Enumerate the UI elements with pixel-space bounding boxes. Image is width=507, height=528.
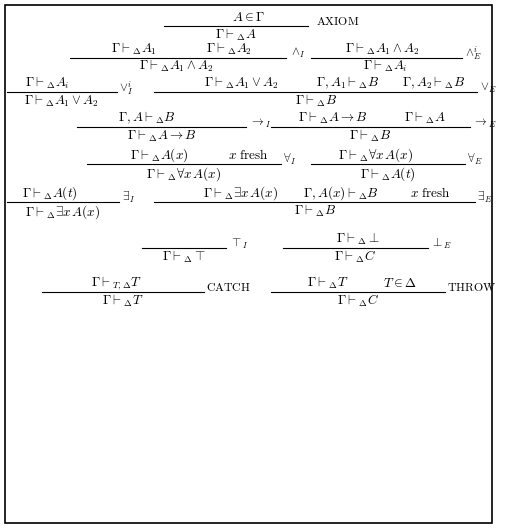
FancyBboxPatch shape [5,5,492,523]
Text: $\vee^i_I$: $\vee^i_I$ [119,79,134,97]
Text: $\Gamma \vdash_\Delta A$: $\Gamma \vdash_\Delta A$ [404,110,446,126]
Text: $\Gamma \vdash_\Delta A_i$: $\Gamma \vdash_\Delta A_i$ [363,58,408,74]
Text: $\Gamma \vdash_\Delta B$: $\Gamma \vdash_\Delta B$ [349,128,391,144]
Text: $\to_E$: $\to_E$ [473,117,497,129]
Text: $\Gamma \vdash_\Delta \top$: $\Gamma \vdash_\Delta \top$ [162,249,206,265]
Text: $\Gamma \vdash_\Delta \bot$: $\Gamma \vdash_\Delta \bot$ [336,231,380,247]
Text: $\Gamma, A_1 \vdash_\Delta B$: $\Gamma, A_1 \vdash_\Delta B$ [316,75,380,91]
Text: $\Gamma \vdash_\Delta C$: $\Gamma \vdash_\Delta C$ [337,293,379,309]
Text: $\Gamma \vdash_\Delta A_1 \wedge A_2$: $\Gamma \vdash_\Delta A_1 \wedge A_2$ [345,41,420,56]
Text: $\Gamma \vdash_\Delta \exists x\, A(x)$: $\Gamma \vdash_\Delta \exists x\, A(x)$ [25,203,101,221]
Text: $\Gamma \vdash_\Delta B$: $\Gamma \vdash_\Delta B$ [295,92,337,109]
Text: $\exists_I$: $\exists_I$ [122,190,135,205]
Text: $\to_I$: $\to_I$ [248,117,271,129]
Text: $\Gamma \vdash_\Delta \exists x\, A(x)$: $\Gamma \vdash_\Delta \exists x\, A(x)$ [203,184,279,202]
Text: $\exists_E$: $\exists_E$ [477,190,493,205]
Text: $\Gamma \vdash_\Delta A_1 \wedge A_2$: $\Gamma \vdash_\Delta A_1 \wedge A_2$ [139,58,214,74]
Text: $x\ \mathrm{fresh}$: $x\ \mathrm{fresh}$ [410,186,450,200]
Text: $\mathrm{THROW}$: $\mathrm{THROW}$ [448,281,496,294]
Text: $\Gamma \vdash_\Delta A_1 \vee A_2$: $\Gamma \vdash_\Delta A_1 \vee A_2$ [24,92,98,109]
Text: $\mathrm{CATCH}$: $\mathrm{CATCH}$ [206,281,251,294]
Text: $\Gamma \vdash_\Delta B$: $\Gamma \vdash_\Delta B$ [294,203,336,219]
Text: $\Gamma, A \vdash_\Delta B$: $\Gamma, A \vdash_\Delta B$ [118,110,175,126]
Text: $\Gamma \vdash_\Delta A(x)$: $\Gamma \vdash_\Delta A(x)$ [130,146,188,164]
Text: $\top_I$: $\top_I$ [229,237,248,251]
Text: $\Gamma \vdash_{T,\Delta} T$: $\Gamma \vdash_{T,\Delta} T$ [91,274,142,292]
Text: $\Gamma \vdash_\Delta T$: $\Gamma \vdash_\Delta T$ [102,293,143,309]
Text: $\mathbf{\Gamma} \vdash_\Delta A$: $\mathbf{\Gamma} \vdash_\Delta A$ [215,26,257,43]
Text: $\Gamma \vdash_\Delta A \to B$: $\Gamma \vdash_\Delta A \to B$ [127,128,197,144]
Text: $\vee_E$: $\vee_E$ [480,81,496,95]
Text: $\Gamma \vdash_\Delta A(t)$: $\Gamma \vdash_\Delta A(t)$ [22,184,78,202]
Text: $\Gamma \vdash_\Delta A(t)$: $\Gamma \vdash_\Delta A(t)$ [360,165,416,183]
Text: $\Gamma \vdash_\Delta A_2$: $\Gamma \vdash_\Delta A_2$ [206,41,251,56]
Text: $\Gamma \vdash_\Delta A \to B$: $\Gamma \vdash_\Delta A \to B$ [298,110,368,126]
Text: $\wedge_I$: $\wedge_I$ [291,46,305,60]
Text: $T \in \Delta$: $T \in \Delta$ [383,277,417,289]
Text: $A \in \Gamma$: $A \in \Gamma$ [232,11,265,24]
Text: $\forall_E$: $\forall_E$ [467,153,483,167]
Text: $\Gamma \vdash_\Delta C$: $\Gamma \vdash_\Delta C$ [335,249,377,265]
Text: $\Gamma \vdash_\Delta A_1 \vee A_2$: $\Gamma \vdash_\Delta A_1 \vee A_2$ [204,75,278,91]
Text: $\Gamma \vdash_\Delta \forall x\, A(x)$: $\Gamma \vdash_\Delta \forall x\, A(x)$ [338,146,413,164]
Text: $\Gamma \vdash_\Delta A_1$: $\Gamma \vdash_\Delta A_1$ [112,41,157,56]
Text: $\Gamma \vdash_\Delta A_i$: $\Gamma \vdash_\Delta A_i$ [25,75,69,91]
Text: $\mathrm{AXIOM}$: $\mathrm{AXIOM}$ [316,15,359,29]
Text: $\Gamma, A_2 \vdash_\Delta B$: $\Gamma, A_2 \vdash_\Delta B$ [403,75,466,91]
Text: $\bot_E$: $\bot_E$ [430,237,452,251]
Text: $\Gamma \vdash_\Delta T$: $\Gamma \vdash_\Delta T$ [307,275,349,291]
Text: $\wedge^i_E$: $\wedge^i_E$ [465,44,482,62]
Text: $\Gamma, A(x) \vdash_\Delta B$: $\Gamma, A(x) \vdash_\Delta B$ [303,184,378,202]
Text: $\forall_I$: $\forall_I$ [283,153,297,167]
Text: $\mathbf{\Gamma} \vdash_\Delta \forall x\, A(x)$: $\mathbf{\Gamma} \vdash_\Delta \forall x… [147,165,222,183]
Text: $x\ \mathrm{fresh}$: $x\ \mathrm{fresh}$ [228,148,269,162]
